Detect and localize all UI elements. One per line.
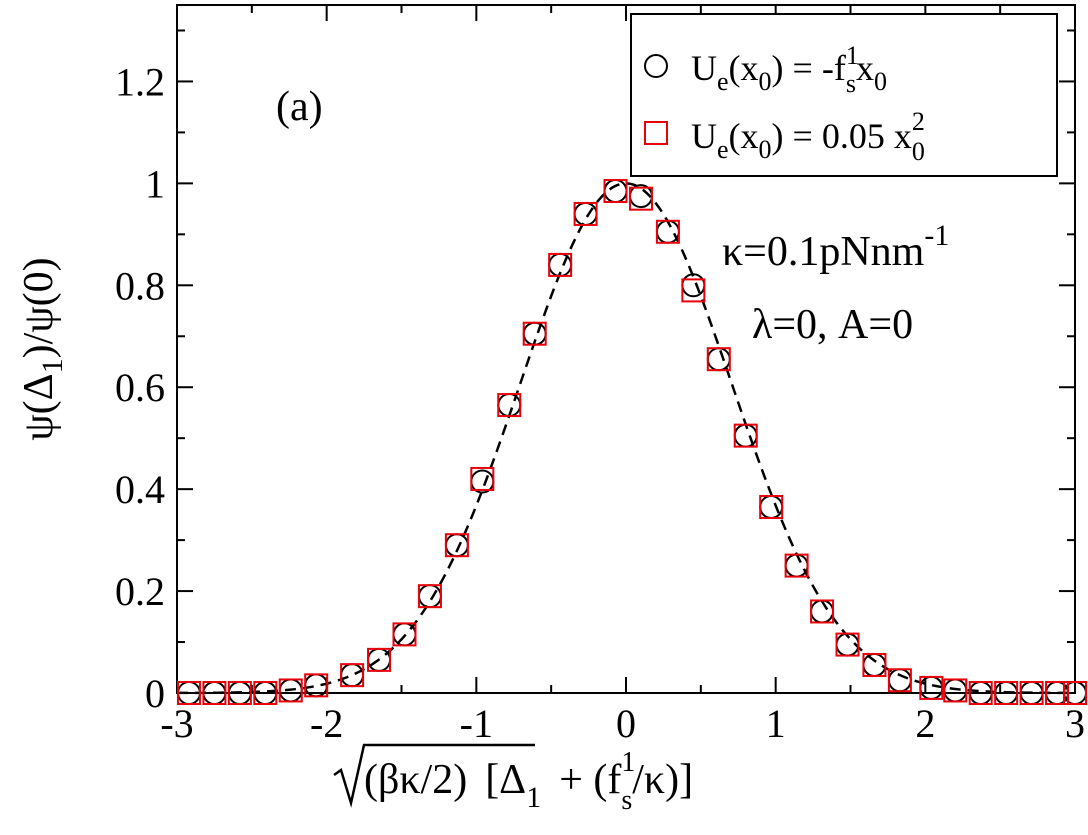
- legend-label-linear: Ue(x0) = -f1 sx0: [691, 41, 887, 98]
- x-tick-label: -1: [460, 701, 493, 746]
- square-point: [1045, 681, 1070, 705]
- x-tick-label: -2: [310, 701, 343, 746]
- y-tick-label: 1: [145, 161, 165, 206]
- gaussian-fit-curve: [176, 182, 1076, 695]
- square-point: [444, 533, 469, 558]
- y-tick-label: 0.6: [115, 365, 165, 410]
- square-point: [548, 252, 573, 277]
- circle-point: [706, 347, 731, 372]
- circle-point: [573, 201, 598, 226]
- square-point: [994, 681, 1019, 705]
- axis-tick-labels: -3 -2 -1 0 1 2 3 0 0.2 0.4 0.6 0.8 1 1.2: [115, 59, 1085, 746]
- square-point: [603, 179, 628, 204]
- circle-point: [887, 668, 912, 693]
- square-point: [392, 622, 417, 647]
- square-point: [470, 466, 495, 491]
- y-tick-label: 0.4: [115, 467, 165, 512]
- x-tick-label: -3: [160, 701, 193, 746]
- square-point: [278, 678, 303, 703]
- square-point: [176, 681, 201, 705]
- kappa-annotation: κ=0.1pNnm-1: [722, 219, 949, 275]
- circle-point: [759, 494, 784, 519]
- square-point: [810, 599, 835, 624]
- y-tick-label: 0: [145, 671, 165, 716]
- square-point: [340, 663, 365, 688]
- data-markers: [176, 179, 1087, 705]
- legend: Ue(x0) = -f1 sx0 Ue(x0) = 0.05 x2 0: [630, 13, 1058, 177]
- legend-box: [630, 13, 1058, 177]
- square-point: [628, 186, 653, 211]
- square-point: [253, 681, 278, 705]
- legend-label-quadratic: Ue(x0) = 0.05 x2 0: [691, 107, 925, 166]
- legend-marker-square: [644, 121, 668, 145]
- circle-point: [784, 553, 809, 578]
- circle-point: [444, 533, 469, 558]
- square-point: [497, 393, 522, 418]
- circle-point: [681, 273, 706, 298]
- x-tick-label: 0: [616, 701, 636, 746]
- square-point: [227, 681, 252, 705]
- square-point: [304, 673, 329, 698]
- lambda-annotation: λ=0, A=0: [752, 302, 913, 348]
- svg-text:(βκ/2)[Δ1+ (f1s/κ)]: (βκ/2) [Δ1 + (f1 s/κ)]: [364, 747, 693, 816]
- square-point: [706, 347, 731, 372]
- y-tick-label: 0.2: [115, 569, 165, 614]
- square-point: [943, 678, 968, 703]
- square-point: [1063, 681, 1087, 705]
- panel-label: (a): [276, 84, 323, 130]
- circle-point: [919, 675, 944, 700]
- square-point: [681, 278, 706, 303]
- square-point: [655, 219, 680, 244]
- circle-point: [340, 663, 365, 688]
- legend-marker-circle: [644, 54, 668, 78]
- x-axis-title: (βκ/2) [Δ1 + (f1 s/κ)]: [333, 743, 693, 816]
- y-tick-label: 1.2: [115, 59, 165, 104]
- y-axis-title: ψ(Δ1)/ψ(0): [16, 257, 69, 440]
- x-tick-label: 1: [766, 701, 786, 746]
- sqrt-sign: [333, 743, 535, 808]
- x-tick-label: 3: [1065, 701, 1085, 746]
- square-point: [862, 652, 887, 677]
- square-point: [835, 632, 860, 657]
- square-point: [784, 553, 809, 578]
- square-point: [919, 675, 944, 700]
- square-point: [887, 668, 912, 693]
- circle-point: [603, 179, 628, 204]
- square-point: [367, 647, 392, 672]
- square-point: [759, 494, 784, 519]
- square-point: [202, 681, 227, 705]
- circle-point: [810, 599, 835, 624]
- square-point: [733, 423, 758, 448]
- square-point: [522, 321, 547, 346]
- circle-point: [862, 652, 887, 677]
- square-point: [417, 584, 442, 609]
- y-tick-label: 0.8: [115, 263, 165, 308]
- square-point: [968, 681, 993, 705]
- circle-point: [417, 584, 442, 609]
- square-point: [573, 201, 598, 226]
- x-tick-label: 2: [915, 701, 935, 746]
- square-point: [1019, 681, 1044, 705]
- circle-point: [943, 678, 968, 703]
